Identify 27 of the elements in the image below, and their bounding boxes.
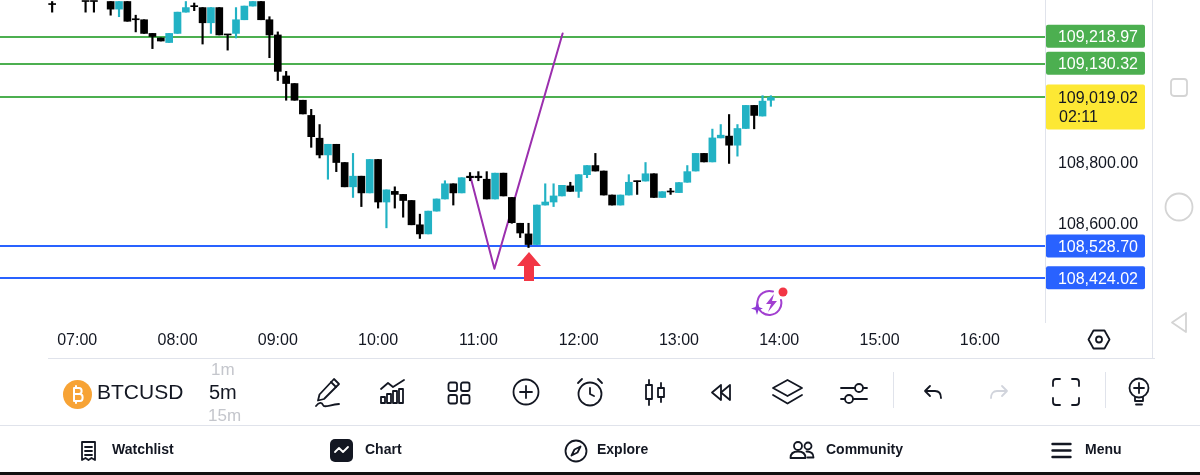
text: 109,019.02	[1057, 88, 1138, 106]
x-tick-label: 15:00	[859, 331, 900, 349]
text: 15m	[208, 406, 242, 426]
x-tick-label: 16:00	[959, 331, 1000, 349]
text: Menu	[1085, 441, 1122, 458]
text: Chart	[365, 441, 402, 458]
ref-line-label: 108,528.70	[1057, 237, 1139, 255]
text: 5m	[209, 381, 237, 404]
x-tick-label: 11:00	[458, 331, 498, 349]
y-tick-label: 108,600.00	[1058, 215, 1139, 233]
x-tick-label: 07:00	[57, 331, 98, 349]
x-tick-label: 10:00	[358, 331, 399, 349]
text: BTCUSD	[97, 380, 184, 405]
y-tick-label: 108,800.00	[1058, 154, 1139, 172]
text: 02:11	[1059, 107, 1098, 125]
ref-line-label: 109,130.32	[1057, 55, 1139, 73]
text: Community	[826, 441, 903, 458]
text: Watchlist	[112, 441, 174, 458]
ref-line-label: 108,424.02	[1057, 269, 1139, 287]
x-tick-label: 09:00	[257, 331, 298, 349]
x-tick-label: 13:00	[658, 331, 700, 349]
x-tick-label: 14:00	[759, 331, 800, 349]
text: Explore	[597, 441, 649, 458]
text: 1m	[211, 360, 235, 380]
x-tick-label: 08:00	[157, 331, 198, 349]
ref-line-label: 109,218.97	[1057, 28, 1139, 46]
x-tick-label: 12:00	[558, 331, 599, 349]
